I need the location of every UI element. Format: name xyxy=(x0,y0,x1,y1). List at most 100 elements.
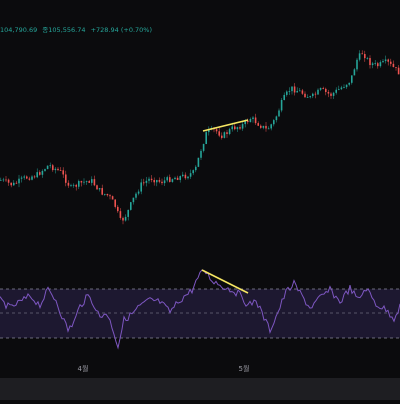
candle-body xyxy=(161,181,163,184)
candle-body xyxy=(158,180,161,182)
candle-body xyxy=(330,93,332,96)
candle-body xyxy=(304,93,306,98)
candle-body xyxy=(46,165,49,170)
candle-body xyxy=(218,131,220,136)
candle-body xyxy=(26,176,28,179)
candle-body xyxy=(239,127,241,129)
candle-body xyxy=(231,126,233,130)
candle-body xyxy=(28,178,31,180)
candle-body xyxy=(348,82,350,85)
candle-body xyxy=(366,58,369,59)
ohlc-change: +728.94 (+0.70%) xyxy=(90,26,153,34)
candle-body xyxy=(319,88,322,90)
time-axis-label-april: 4월 xyxy=(78,364,89,373)
candle-body xyxy=(0,179,2,181)
candle-body xyxy=(192,170,194,174)
candle-body xyxy=(49,165,51,167)
candle-body xyxy=(364,54,366,59)
ohlc-close-value: 105,556.74 xyxy=(48,26,86,34)
time-axis-label-may: 5월 xyxy=(239,364,250,373)
candle-body xyxy=(62,170,64,175)
candle-body xyxy=(387,59,389,62)
candle-body xyxy=(338,89,340,90)
candle-body xyxy=(124,216,127,221)
candle-body xyxy=(395,67,397,68)
candle-body xyxy=(195,166,197,171)
rsi-pane[interactable] xyxy=(0,269,400,350)
rsi-divergence-trendline[interactable] xyxy=(201,269,249,294)
candle-body xyxy=(57,168,59,171)
candle-body xyxy=(223,132,226,138)
candle-body xyxy=(148,178,150,181)
candle-body xyxy=(249,119,252,123)
candle-body xyxy=(140,182,142,192)
price-divergence-trendline[interactable] xyxy=(202,119,249,132)
candle-body xyxy=(109,195,111,197)
candle-body xyxy=(260,125,262,128)
candle-body xyxy=(371,63,374,66)
candle-body xyxy=(85,181,88,182)
candle-body xyxy=(145,180,148,183)
candle-body xyxy=(215,129,218,132)
candle-body xyxy=(78,181,80,187)
candle-body xyxy=(390,61,392,64)
candle-body xyxy=(104,193,106,195)
candle-body xyxy=(41,170,44,175)
candle-body xyxy=(187,176,189,179)
time-axis-band xyxy=(0,378,400,400)
candle-series xyxy=(0,50,400,225)
candle-body xyxy=(156,180,158,183)
candle-body xyxy=(257,123,259,126)
candle-body xyxy=(296,90,298,93)
candle-body xyxy=(114,199,116,207)
candle-body xyxy=(392,63,395,68)
candle-body xyxy=(205,132,207,145)
candle-body xyxy=(244,120,246,125)
candle-body xyxy=(176,177,179,180)
candle-body xyxy=(132,197,135,203)
candle-body xyxy=(379,62,382,67)
candle-body xyxy=(262,125,265,128)
candle-body xyxy=(267,128,270,130)
candle-body xyxy=(358,53,361,60)
candle-body xyxy=(343,87,345,88)
candle-body xyxy=(70,185,72,186)
candle-body xyxy=(182,174,184,177)
candle-body xyxy=(7,179,10,183)
candle-body xyxy=(332,92,335,96)
candle-body xyxy=(96,185,98,190)
candle-body xyxy=(340,87,343,90)
candle-body xyxy=(171,179,174,182)
candle-body xyxy=(270,124,272,129)
candle-body xyxy=(117,206,119,212)
candle-body xyxy=(275,116,278,121)
candle-body xyxy=(83,181,85,183)
candle-body xyxy=(228,129,231,134)
candle-body xyxy=(234,126,236,130)
candle-body xyxy=(174,177,176,180)
candle-body xyxy=(72,184,75,186)
candle-body xyxy=(312,93,314,97)
candle-body xyxy=(374,63,376,65)
candle-body xyxy=(288,91,291,92)
candle-body xyxy=(280,100,283,111)
candle-body xyxy=(65,174,67,183)
candle-body xyxy=(317,89,319,95)
candle-body xyxy=(122,217,124,221)
candle-body xyxy=(283,94,285,101)
candle-body xyxy=(236,127,239,130)
candle-body xyxy=(286,91,288,95)
candle-body xyxy=(101,188,103,195)
candle-body xyxy=(202,144,205,151)
candle-body xyxy=(10,182,12,186)
candle-body xyxy=(273,120,275,125)
candle-body xyxy=(59,170,62,171)
candle-body xyxy=(397,67,400,75)
candle-body xyxy=(13,182,15,186)
candle-body xyxy=(67,182,70,186)
candle-body xyxy=(91,179,93,183)
candle-body xyxy=(309,96,311,98)
candle-body xyxy=(5,179,7,181)
